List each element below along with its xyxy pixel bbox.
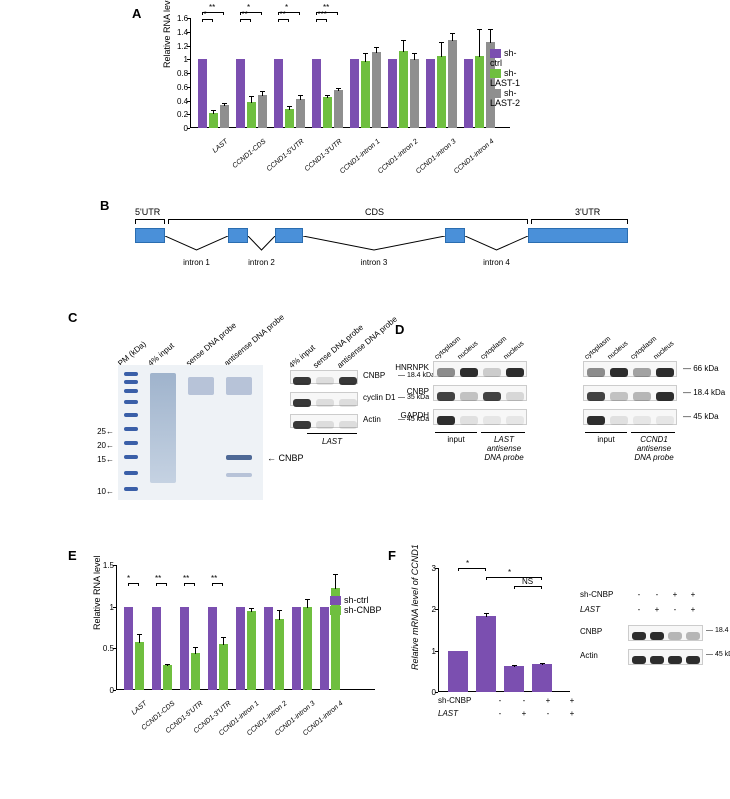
panel-e-chart: Relative RNA level 00.511.5 LASTCCND1-CD… (80, 555, 385, 735)
panel-f-westernblot: CNBP— 18.4 kDaActin— 45 kDa (580, 622, 710, 670)
region-cds: CDS (365, 207, 384, 217)
cnbp-arrow: ← CNBP (267, 453, 304, 463)
panel-d: cytoplasmnucleuscytoplasmnucleusHNRNPKCN… (405, 330, 695, 490)
wb-underlabel: LAST (322, 437, 342, 446)
panel-a-legend: sh-ctrl sh-LAST-1 sh-LAST-2 (490, 48, 520, 108)
panel-b-gene-diagram: 5'UTR CDS 3'UTR intron 1intron 2intron 3… (120, 205, 640, 280)
row-label: LAST (580, 605, 628, 614)
gel-ladder-lane (122, 365, 140, 500)
panel-e-ylabel: Relative RNA level (92, 555, 102, 630)
gel-input-lane (150, 365, 176, 500)
panel-label-f: F (388, 548, 396, 563)
row-label: sh-CNBP (580, 590, 628, 599)
panel-label-b: B (100, 198, 109, 213)
panel-a-ylabel: Relative RNA level (162, 0, 172, 68)
panel-f-ylabel: Relative mRNA level of CCND1 (410, 544, 420, 670)
panel-e-legend: sh-ctrl sh-CNBP (330, 595, 382, 615)
brace (168, 219, 528, 237)
legend-label: sh-CNBP (344, 605, 382, 615)
region-5utr: 5'UTR (135, 207, 160, 217)
panel-label-e: E (68, 548, 77, 563)
gel-sense-lane (188, 365, 214, 500)
gel-antisense-lane (226, 365, 252, 500)
axis-y (116, 565, 117, 690)
panel-label-c: C (68, 310, 77, 325)
panel-a-chart: Relative RNA level 00.20.40.60.811.21.41… (150, 8, 520, 173)
panel-f: Relative mRNA level of CCND1 0123 **NS s… (400, 560, 710, 770)
panel-c-westernblot: 4% inputsense DNA probeantisense DNA pro… (290, 365, 405, 433)
wb-underbar (307, 433, 357, 434)
coomassie-gel (118, 365, 263, 500)
legend-label: sh-ctrl (344, 595, 369, 605)
panel-label-a: A (132, 6, 141, 21)
figure: A B C D E F Relative RNA level 00.20.40.… (0, 0, 730, 799)
axis-y (438, 568, 439, 692)
region-3utr: 3'UTR (575, 207, 600, 217)
panel-f-condition-table: sh-CNBP - - + + LAST - + - + (580, 590, 710, 620)
axis-y (190, 18, 191, 128)
panel-c: PM (kDa)4% inputsense DNA probeantisense… (80, 315, 400, 515)
